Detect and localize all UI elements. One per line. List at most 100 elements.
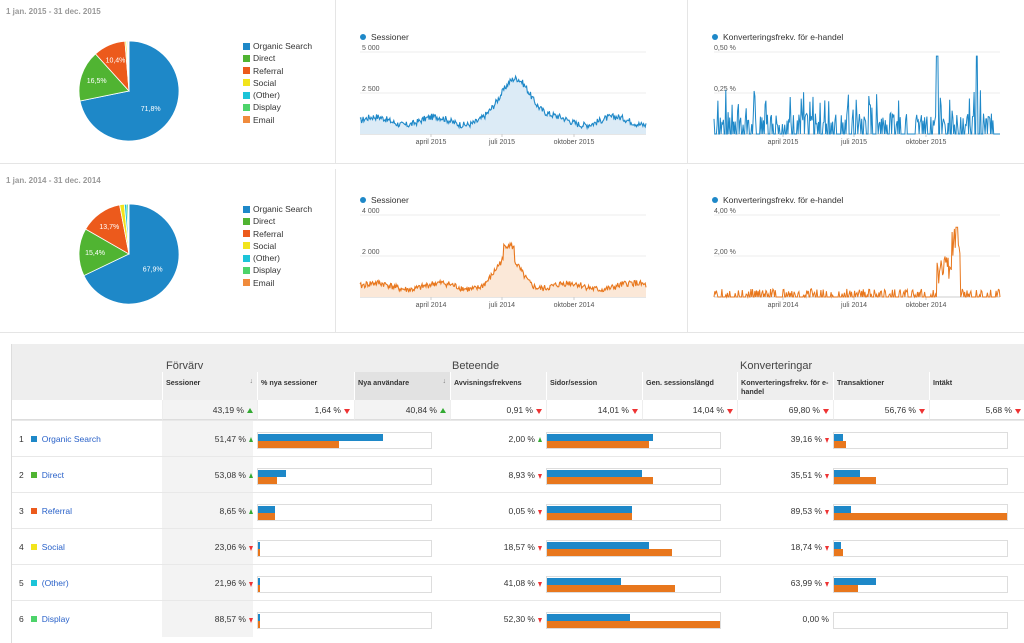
legend-swatch	[243, 266, 250, 274]
sessions-line-chart[interactable]: 5 000 2 500 april 2015 juli 2015 oktober 201…	[336, 0, 688, 164]
total-value: 5,68 %	[985, 405, 1012, 415]
bar-current-period	[547, 506, 632, 513]
legend-label: (Other)	[253, 90, 280, 101]
sessions-line-chart[interactable]: 4 000 2 000 april 2014 juli 2014 oktober 201…	[336, 163, 688, 327]
metric-value-text: 39,16 %	[790, 434, 822, 444]
legend-item[interactable]: Direct	[243, 215, 312, 227]
legend-swatch	[243, 230, 250, 238]
legend-item[interactable]: Referral	[243, 228, 312, 240]
metric-value-text: 89,53 %	[790, 506, 822, 516]
y-tick-label: 0,50 %	[714, 45, 736, 52]
legend-item[interactable]: Referral	[243, 65, 312, 77]
metric-value-text: 52,30 %	[503, 614, 535, 624]
legend-item[interactable]: Display	[243, 264, 312, 276]
legend-item[interactable]: (Other)	[243, 252, 312, 264]
period-panel-2015: 1 jan. 2015 - 31 dec. 2015 71,8% 16,5% 10,…	[0, 0, 1024, 164]
metric-value-text: 21,96 %	[214, 578, 246, 588]
metric-value-text: 18,57 %	[503, 542, 535, 552]
bar-previous-period	[258, 513, 276, 520]
bar-previous-period	[258, 585, 260, 592]
bar-previous-period	[834, 477, 876, 484]
column-header[interactable]: Intäkt	[929, 372, 1024, 400]
comparison-bars	[546, 540, 721, 557]
legend-item[interactable]: Organic Search	[243, 40, 312, 52]
row-metric-value: 39,16 %	[737, 421, 829, 457]
legend-label: Organic Search	[253, 204, 313, 214]
sort-arrow-icon[interactable]: ↓	[249, 378, 254, 385]
legend-item[interactable]: Organic Search	[243, 203, 312, 215]
x-tick-label: april 2015	[416, 139, 447, 146]
row-metric-value: 21,96 %	[162, 565, 253, 601]
row-color-swatch	[30, 436, 37, 442]
legend-swatch	[243, 42, 250, 50]
conversion-line-chart[interactable]: 4,00 % 2,00 % april 2014 juli 2014 oktober 2…	[688, 163, 1024, 327]
table-section-header: Förvärv Beteende Konverteringar	[12, 344, 1024, 372]
column-header[interactable]: Gen. sessionslängd	[642, 372, 737, 400]
row-channel-link[interactable]: Direct	[41, 470, 64, 480]
row-metric-value: 0,05 %	[450, 493, 542, 529]
total-value: 56,76 %	[884, 405, 916, 415]
legend-item[interactable]: Email	[243, 114, 312, 126]
conversion-chart-title: Konverteringsfrekv. för e-handel	[712, 32, 843, 42]
row-metric-value: 52,30 %	[450, 601, 542, 637]
row-channel-link[interactable]: (Other)	[41, 578, 69, 588]
bar-current-period	[258, 470, 286, 477]
column-header[interactable]: % nya sessioner	[257, 372, 354, 400]
conversion-line-chart[interactable]: 0,50 % 0,25 % april 2015 juli 2015 oktober 2…	[688, 0, 1024, 164]
trend-down-icon	[825, 438, 829, 443]
row-metric-value: 23,06 %	[162, 529, 253, 565]
comparison-bars	[833, 576, 1008, 593]
series-area	[360, 243, 646, 297]
legend-swatch	[243, 279, 250, 287]
comparison-bars	[833, 432, 1008, 449]
x-tick-label: april 2015	[768, 139, 799, 146]
sort-arrow-icon[interactable]: ↓	[442, 378, 447, 385]
x-tick-label: oktober 2015	[554, 139, 595, 146]
traffic-pie-chart[interactable]: 67,9% 15,4% 13,7%	[78, 203, 180, 305]
legend-item[interactable]: Display	[243, 101, 312, 113]
pie-slice-label: 71,8%	[141, 106, 161, 113]
legend-item[interactable]: Email	[243, 277, 312, 289]
legend-swatch	[243, 103, 250, 111]
dimension-header	[12, 372, 162, 400]
trend-down-icon	[1015, 409, 1021, 414]
row-channel-link[interactable]: Display	[41, 614, 70, 624]
column-header[interactable]: Sidor/session	[546, 372, 642, 400]
bar-current-period	[547, 614, 631, 621]
pie-slice-label: 16,5%	[87, 78, 107, 85]
metric-value-text: 0,05 %	[508, 506, 535, 516]
comparison-bars	[257, 432, 432, 449]
y-tick-label: 0,25 %	[714, 86, 736, 93]
series-dot-icon	[712, 197, 718, 203]
legend-item[interactable]: Social	[243, 77, 312, 89]
column-header[interactable]: Sessioner ↓	[162, 372, 257, 400]
column-header[interactable]: Transaktioner	[833, 372, 929, 400]
legend-item[interactable]: Social	[243, 240, 312, 252]
row-metric-value: 2,00 %	[450, 421, 542, 457]
comparison-table: Förvärv Beteende Konverteringar Sessione…	[11, 344, 1024, 643]
legend-item[interactable]: Direct	[243, 52, 312, 64]
metric-value-text: 51,47 %	[214, 434, 246, 444]
x-tick-label: oktober 2014	[554, 302, 595, 309]
row-channel-link[interactable]: Organic Search	[41, 434, 101, 444]
pie-slice-email	[127, 203, 130, 255]
pie-legend: Organic Search Direct Referral Social (Other…	[243, 203, 312, 289]
column-header[interactable]: Nya användare ↓	[354, 372, 450, 400]
sessions-chart-title: Sessioner	[360, 32, 409, 42]
column-header[interactable]: Konverteringsfrekv. för e-handel	[737, 372, 833, 400]
row-channel-link[interactable]: Social	[41, 542, 65, 552]
comparison-bars	[546, 504, 721, 521]
metric-value-text: 88,57 %	[214, 614, 246, 624]
column-header[interactable]: Avvisningsfrekvens	[450, 372, 546, 400]
legend-swatch	[243, 205, 250, 213]
legend-item[interactable]: (Other)	[243, 89, 312, 101]
series-dot-icon	[360, 197, 366, 203]
row-channel-link[interactable]: Referral	[41, 506, 72, 516]
trend-down-icon	[249, 582, 253, 587]
traffic-pie-chart[interactable]: 71,8% 16,5% 10,4%	[78, 40, 180, 142]
column-total: 43,19 %	[162, 400, 257, 420]
legend-label: Direct	[253, 53, 276, 64]
sessions-cell: Sessioner 5 000 2 500 april 2015 juli 2015 o…	[335, 0, 687, 164]
row-metric-value: 53,08 %	[162, 457, 253, 493]
bar-previous-period	[834, 441, 847, 448]
